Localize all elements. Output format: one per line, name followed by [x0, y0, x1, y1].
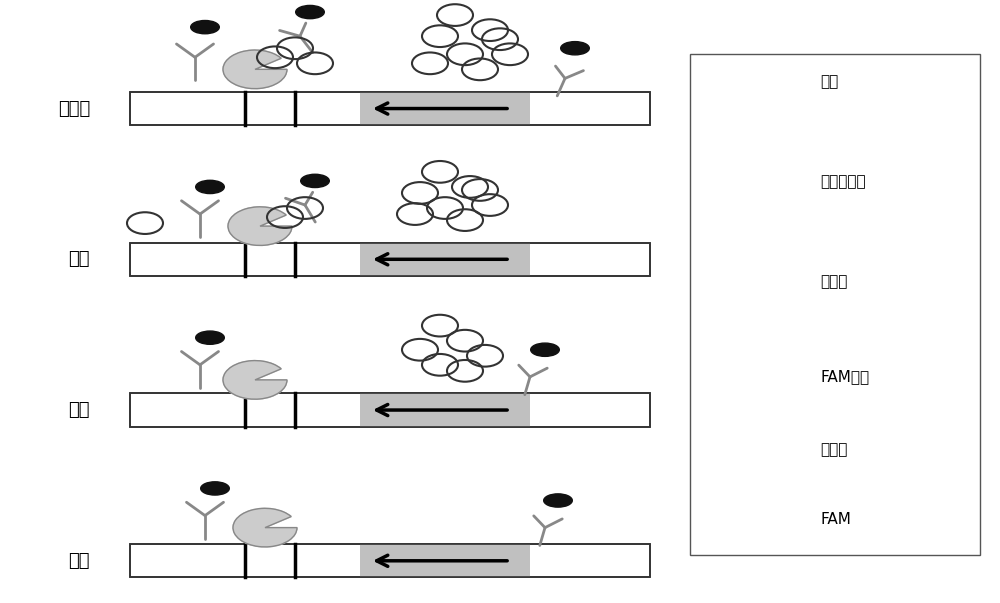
FancyBboxPatch shape — [360, 242, 530, 276]
Wedge shape — [223, 50, 287, 89]
Ellipse shape — [296, 5, 324, 19]
FancyBboxPatch shape — [130, 242, 650, 276]
Ellipse shape — [196, 331, 224, 344]
FancyBboxPatch shape — [130, 394, 650, 427]
Text: 纯水: 纯水 — [68, 552, 90, 570]
Text: 弱阳性: 弱阳性 — [58, 99, 90, 118]
Text: 阳性: 阳性 — [68, 401, 90, 419]
Text: 链霉亲和素: 链霉亲和素 — [820, 174, 866, 189]
Ellipse shape — [561, 42, 589, 55]
Ellipse shape — [201, 482, 229, 495]
Ellipse shape — [301, 174, 329, 188]
FancyBboxPatch shape — [360, 92, 530, 125]
Text: 生物素: 生物素 — [820, 442, 848, 457]
Text: 二抗: 二抗 — [820, 74, 839, 89]
Text: 阴性: 阴性 — [68, 250, 90, 268]
Ellipse shape — [196, 180, 224, 194]
Wedge shape — [724, 167, 784, 203]
FancyBboxPatch shape — [690, 54, 980, 555]
Text: FAM一抗: FAM一抗 — [820, 370, 870, 385]
Wedge shape — [223, 361, 287, 399]
Ellipse shape — [544, 494, 572, 507]
Text: 胶体金: 胶体金 — [820, 274, 848, 289]
FancyBboxPatch shape — [360, 544, 530, 578]
FancyBboxPatch shape — [360, 394, 530, 427]
Text: FAM: FAM — [820, 512, 851, 527]
Ellipse shape — [531, 343, 559, 356]
FancyBboxPatch shape — [130, 544, 650, 578]
Wedge shape — [233, 508, 297, 547]
FancyBboxPatch shape — [130, 92, 650, 125]
Ellipse shape — [191, 21, 219, 34]
Wedge shape — [228, 207, 292, 245]
Ellipse shape — [738, 274, 770, 289]
